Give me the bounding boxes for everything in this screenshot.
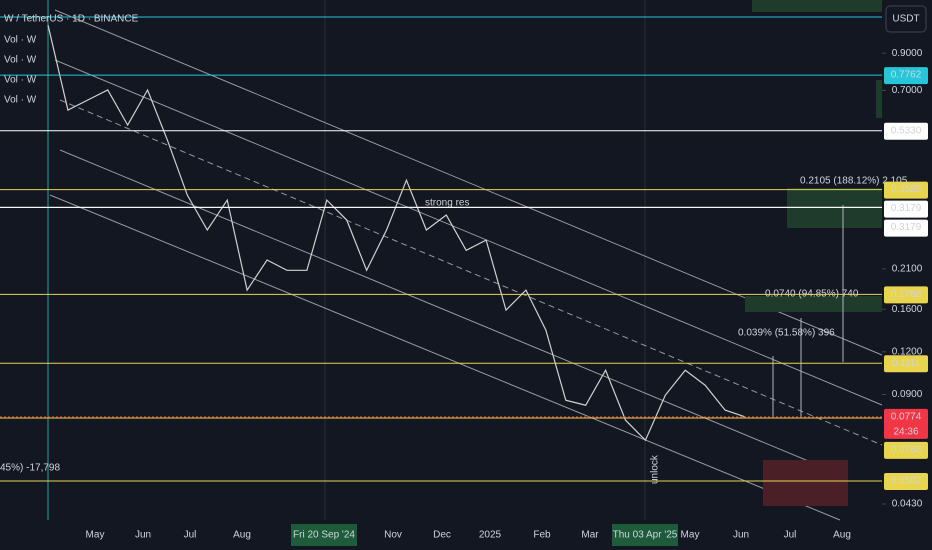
- x-tick-label: May: [681, 530, 700, 541]
- target-zone: [787, 188, 882, 228]
- x-tick-label: Jun: [135, 530, 151, 541]
- annotation: 0.2105 (188.12%) 2,105: [800, 176, 908, 187]
- x-tick-label: Mar: [581, 530, 599, 541]
- x-tick-label: Jul: [784, 530, 797, 541]
- x-tick-label: Feb: [533, 530, 551, 541]
- x-tick-label: Aug: [233, 530, 251, 541]
- y-tick-label: 0.9000: [892, 48, 923, 59]
- x-tick-label: Fri 20 Sep '24: [293, 530, 355, 541]
- price-label-box: [884, 286, 928, 304]
- y-tick-label: 0.7000: [892, 85, 923, 96]
- annotation: unlock: [650, 454, 661, 484]
- price-label: 0.1111: [892, 358, 921, 369]
- currency: USDT: [892, 14, 919, 25]
- price-label-box: [884, 181, 928, 199]
- price-label: 0.3179: [891, 203, 922, 214]
- x-tick-label: Nov: [384, 530, 402, 541]
- indicator: Vol · W: [4, 35, 37, 46]
- price-label-box: [884, 408, 928, 439]
- x-tick-label: 2025: [479, 530, 502, 541]
- y-tick-label: 0.0430: [892, 499, 923, 510]
- y-tick-label: 0.0900: [892, 389, 923, 400]
- x-tick-label: May: [86, 530, 105, 541]
- x-tick-label: Dec: [433, 530, 451, 541]
- y-tick-label: 0.2100: [892, 264, 923, 275]
- price-label: 0.5330: [891, 125, 922, 136]
- annotation: strong res: [425, 198, 469, 209]
- measure-arrows: [772, 205, 844, 417]
- price-label-box: [884, 200, 928, 218]
- annotation: 45%) -17,798: [0, 463, 60, 474]
- price-label: 0.0768: [891, 444, 922, 455]
- price-label-box: [884, 219, 928, 237]
- x-tick-label: Jun: [733, 530, 749, 541]
- zone: [876, 80, 882, 118]
- crosshair-date-box: [612, 524, 678, 546]
- price-label-box: [884, 67, 928, 85]
- price-label-box: [884, 473, 928, 491]
- stop-zone: [763, 460, 848, 506]
- x-tick-label: Aug: [833, 530, 851, 541]
- price-line: [47, 24, 746, 442]
- crosshair-date-box: [291, 524, 357, 546]
- zone: [752, 0, 882, 12]
- price-label: 0.0502: [891, 476, 922, 487]
- indicator: Vol · W: [4, 55, 37, 66]
- indicator: Vol · W: [4, 75, 37, 86]
- x-tick-label: Thu 03 Apr '25: [613, 530, 678, 541]
- target-zone: [745, 296, 882, 312]
- price-label-box: [884, 355, 928, 373]
- annotation: 0.039% (51.58%) 396: [738, 328, 835, 339]
- price-label: 0.1768: [891, 289, 922, 300]
- y-tick-label: 0.1600: [892, 304, 923, 315]
- price-label: 0.7762: [891, 70, 922, 81]
- price-label: 0.0774: [891, 411, 922, 422]
- x-tick-label: Jul: [184, 530, 197, 541]
- currency-button[interactable]: [885, 5, 927, 33]
- countdown: 24:36: [893, 426, 918, 437]
- y-tick-label: 0.1200: [892, 346, 923, 357]
- symbol-title: W / TetherUS · 1D · BINANCE: [4, 14, 139, 25]
- channels: [49, 9, 883, 521]
- indicator: Vol · W: [4, 95, 37, 106]
- price-label-box: [884, 441, 928, 459]
- price-label-box: [884, 122, 928, 140]
- price-label: 0.3179: [891, 222, 922, 233]
- price-label: 0.3585: [891, 184, 922, 195]
